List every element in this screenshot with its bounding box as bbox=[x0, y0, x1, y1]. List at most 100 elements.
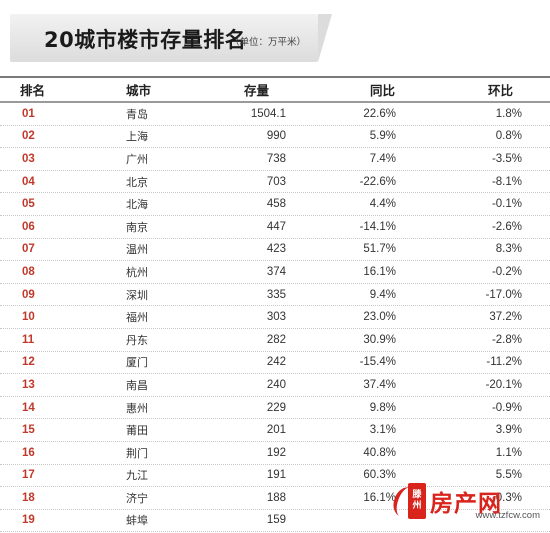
yoy-cell: 23.0% bbox=[363, 311, 396, 324]
stock-cell: 188 bbox=[266, 491, 286, 504]
stock-cell: 423 bbox=[266, 243, 286, 256]
city-cell: 北海 bbox=[126, 198, 148, 212]
table-row: 06 南京 447 -14.1% -2.6% bbox=[0, 216, 550, 239]
rank-cell: 17 bbox=[22, 469, 35, 482]
stock-cell: 738 bbox=[266, 152, 286, 165]
yoy-cell: 60.3% bbox=[363, 469, 396, 482]
header-city: 城市 bbox=[126, 83, 152, 98]
yoy-cell: 9.4% bbox=[369, 288, 396, 301]
rank-cell: 11 bbox=[22, 333, 35, 346]
table-row: 07 温州 423 51.7% 8.3% bbox=[0, 239, 550, 262]
stock-cell: 458 bbox=[266, 198, 286, 211]
yoy-cell: 5.9% bbox=[369, 130, 396, 143]
table-row: 18 济宁 188 16.1% -0.3% bbox=[0, 487, 550, 510]
rank-cell: 13 bbox=[22, 378, 35, 391]
table-row: 05 北海 458 4.4% -0.1% bbox=[0, 193, 550, 216]
mom-cell: -0.3% bbox=[491, 491, 522, 504]
table-row: 12 厦门 242 -15.4% -11.2% bbox=[0, 352, 550, 375]
table-row: 13 南昌 240 37.4% -20.1% bbox=[0, 374, 550, 397]
stock-cell: 159 bbox=[266, 514, 286, 527]
mom-cell: -11.2% bbox=[486, 356, 522, 369]
city-cell: 北京 bbox=[126, 175, 148, 189]
city-cell: 荆门 bbox=[126, 446, 148, 460]
mom-cell: 37.2% bbox=[489, 311, 522, 324]
city-cell: 九江 bbox=[126, 469, 148, 483]
city-cell: 南昌 bbox=[126, 378, 148, 392]
header-stock: 存量 bbox=[244, 83, 270, 98]
stock-cell: 703 bbox=[266, 175, 286, 188]
rank-cell: 10 bbox=[22, 311, 35, 324]
mom-cell: -20.1% bbox=[485, 378, 522, 391]
yoy-cell: 51.7% bbox=[363, 243, 396, 256]
city-cell: 杭州 bbox=[126, 265, 148, 279]
header-rank: 排名 bbox=[20, 83, 46, 98]
logo-url: www.tzfcw.com bbox=[475, 510, 540, 521]
table-row: 01 青岛 1504.1 22.6% 1.8% bbox=[0, 103, 550, 126]
yoy-cell: 7.4% bbox=[369, 152, 396, 165]
table-row: 03 广州 738 7.4% -3.5% bbox=[0, 148, 550, 171]
stock-cell: 242 bbox=[266, 356, 286, 369]
rank-cell: 09 bbox=[22, 288, 35, 301]
mom-cell: -0.9% bbox=[491, 401, 522, 414]
stock-cell: 240 bbox=[266, 378, 286, 391]
yoy-cell: 9.8% bbox=[369, 401, 396, 414]
city-cell: 济宁 bbox=[126, 491, 148, 505]
yoy-cell: -15.4% bbox=[359, 356, 396, 369]
mom-cell: -2.8% bbox=[491, 333, 522, 346]
rank-cell: 03 bbox=[22, 152, 35, 165]
table-row: 02 上海 990 5.9% 0.8% bbox=[0, 126, 550, 149]
header-mom: 环比 bbox=[488, 83, 514, 98]
title-banner bbox=[10, 14, 332, 62]
rank-cell: 06 bbox=[22, 220, 35, 233]
yoy-cell: 16.1% bbox=[363, 491, 396, 504]
header-yoy: 同比 bbox=[370, 83, 396, 98]
city-cell: 厦门 bbox=[126, 356, 148, 370]
page-title: 20城市楼市存量排名 bbox=[44, 28, 247, 52]
yoy-cell: 3.1% bbox=[369, 424, 396, 437]
rank-cell: 18 bbox=[22, 491, 35, 504]
stock-cell: 192 bbox=[266, 446, 286, 459]
logo-mark: 滕 州 bbox=[408, 483, 426, 519]
city-cell: 温州 bbox=[126, 243, 148, 257]
table-row: 04 北京 703 -22.6% -8.1% bbox=[0, 171, 550, 194]
unit-label: （单位：万平米） bbox=[230, 37, 307, 48]
table-body: 01 青岛 1504.1 22.6% 1.8% 02 上海 990 5.9% 0.8% 03 广州 73… bbox=[0, 103, 550, 533]
city-cell: 深圳 bbox=[126, 288, 148, 302]
ranking-table: 排名 城市 存量 同比 环比 01 青岛 1504.1 22.6% 1.8% 02 上海 99… bbox=[0, 76, 550, 533]
logo-name: 房产网 bbox=[430, 491, 502, 517]
mom-cell: -2.6% bbox=[491, 220, 522, 233]
stock-cell: 335 bbox=[266, 288, 286, 301]
yoy-cell: 16.1% bbox=[363, 265, 396, 278]
rank-cell: 05 bbox=[22, 198, 35, 211]
stock-cell: 447 bbox=[266, 220, 286, 233]
mom-cell: -0.2% bbox=[491, 265, 522, 278]
city-cell: 青岛 bbox=[126, 107, 148, 121]
stock-cell: 201 bbox=[266, 424, 286, 437]
table-row: 14 惠州 229 9.8% -0.9% bbox=[0, 397, 550, 420]
stock-cell: 1504.1 bbox=[250, 107, 286, 120]
city-cell: 广州 bbox=[126, 152, 148, 166]
rank-cell: 16 bbox=[22, 446, 35, 459]
rank-cell: 07 bbox=[22, 243, 35, 256]
mom-cell: 1.8% bbox=[495, 107, 522, 120]
mom-cell: -17.0% bbox=[485, 288, 522, 301]
mom-cell: -8.1% bbox=[491, 175, 522, 188]
stock-cell: 282 bbox=[266, 333, 286, 346]
city-cell: 惠州 bbox=[126, 401, 148, 415]
table-row: 11 丹东 282 30.9% -2.8% bbox=[0, 329, 550, 352]
table-row: 16 荆门 192 40.8% 1.1% bbox=[0, 442, 550, 465]
yoy-cell bbox=[320, 510, 396, 532]
stock-cell: 303 bbox=[266, 311, 286, 324]
watermark-logo: 滕 州 房产网 www.tzfcw.com bbox=[389, 481, 544, 521]
city-cell: 福州 bbox=[126, 311, 148, 325]
city-cell: 南京 bbox=[126, 220, 148, 234]
mom-cell: 5.5% bbox=[495, 469, 522, 482]
yoy-cell: 30.9% bbox=[363, 333, 396, 346]
table-row: 19 蚌埠 159 bbox=[0, 510, 550, 533]
stock-cell: 229 bbox=[266, 401, 286, 414]
table-row: 10 福州 303 23.0% 37.2% bbox=[0, 306, 550, 329]
city-cell: 蚌埠 bbox=[126, 514, 148, 528]
yoy-cell: -14.1% bbox=[359, 220, 396, 233]
mom-cell: 8.3% bbox=[495, 243, 522, 256]
city-cell: 上海 bbox=[126, 130, 148, 144]
